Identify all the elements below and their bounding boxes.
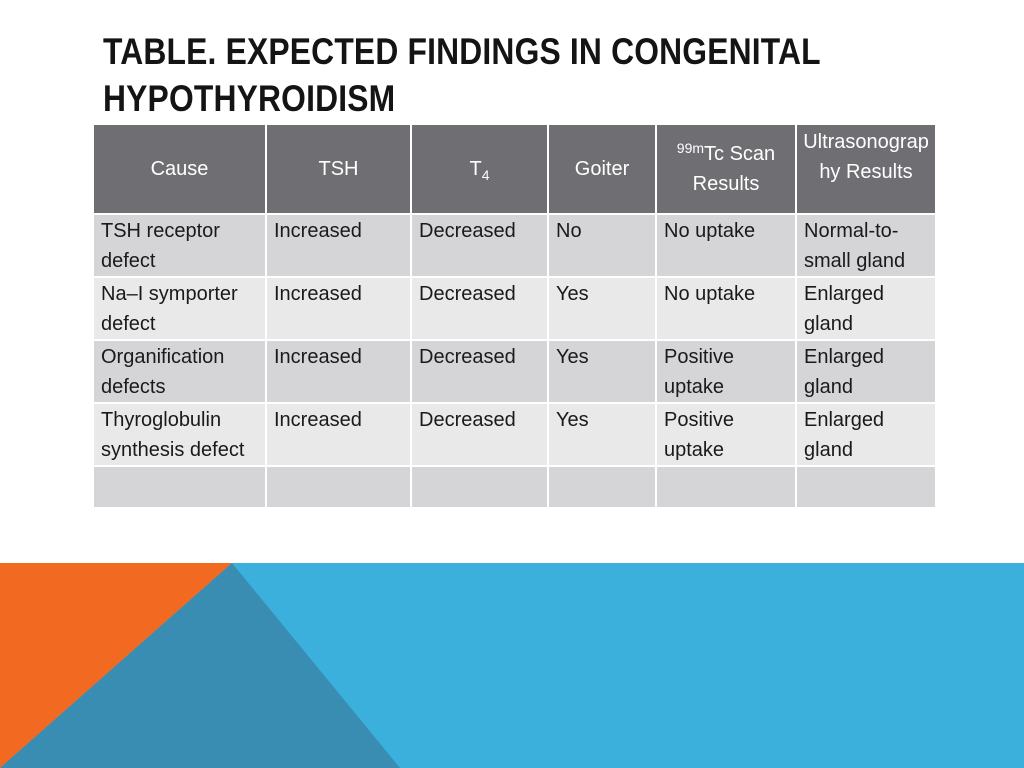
cell-scan: Positive uptake xyxy=(655,402,797,467)
table-row: Organification defects Increased Decreas… xyxy=(92,339,937,404)
cell-tsh: Increased xyxy=(265,402,412,467)
cell-t4: Decreased xyxy=(410,339,549,404)
cell-cause: TSH receptor defect xyxy=(92,213,267,278)
slide-title: Table. Expected Findings in Congenital H… xyxy=(103,31,821,119)
header-t4-base: T xyxy=(469,158,482,180)
cell-goiter: Yes xyxy=(547,276,657,341)
header-tsh: TSH xyxy=(265,123,412,215)
cell-scan: No uptake xyxy=(655,276,797,341)
empty-cell xyxy=(410,465,549,509)
empty-cell xyxy=(795,465,937,509)
empty-cell xyxy=(265,465,412,509)
footer-steel-triangle xyxy=(0,563,400,768)
cell-scan: No uptake xyxy=(655,213,797,278)
findings-table: Cause TSH T4 Goiter 99mTc Scan Results U… xyxy=(92,123,937,509)
cell-t4: Decreased xyxy=(410,402,549,467)
table-row: Na–I symporter defect Increased Decrease… xyxy=(92,276,937,341)
cell-tsh: Increased xyxy=(265,213,412,278)
header-t4-subscript: 4 xyxy=(481,167,490,183)
header-scan-label: Tc Scan Results xyxy=(692,143,776,195)
cell-tsh: Increased xyxy=(265,339,412,404)
cell-t4: Decreased xyxy=(410,213,549,278)
cell-ultrasound: Enlarged gland xyxy=(795,276,937,341)
empty-cell xyxy=(655,465,797,509)
table-row-empty xyxy=(92,465,937,509)
cell-cause: Na–I symporter defect xyxy=(92,276,267,341)
header-goiter: Goiter xyxy=(547,123,657,215)
cell-ultrasound: Normal-to-small gland xyxy=(795,213,937,278)
cell-ultrasound: Enlarged gland xyxy=(795,339,937,404)
cell-goiter: Yes xyxy=(547,402,657,467)
cell-t4: Decreased xyxy=(410,276,549,341)
table-row: Thyroglobulin synthesis defect Increased… xyxy=(92,402,937,467)
cell-scan: Positive uptake xyxy=(655,339,797,404)
cell-ultrasound: Enlarged gland xyxy=(795,402,937,467)
decorative-footer-shapes xyxy=(0,563,1024,768)
cell-tsh: Increased xyxy=(265,276,412,341)
header-scan: 99mTc Scan Results xyxy=(655,123,797,215)
cell-goiter: Yes xyxy=(547,339,657,404)
cell-cause: Thyroglobulin synthesis defect xyxy=(92,402,267,467)
cell-cause: Organification defects xyxy=(92,339,267,404)
table-header-row: Cause TSH T4 Goiter 99mTc Scan Results U… xyxy=(92,123,937,215)
table-row: TSH receptor defect Increased Decreased … xyxy=(92,213,937,278)
cell-goiter: No xyxy=(547,213,657,278)
empty-cell xyxy=(547,465,657,509)
header-cause: Cause xyxy=(92,123,267,215)
empty-cell xyxy=(92,465,267,509)
header-ultrasound: Ultrasonography Results xyxy=(795,123,937,215)
header-scan-isotope: 99m xyxy=(676,140,705,156)
header-t4: T4 xyxy=(410,123,549,215)
